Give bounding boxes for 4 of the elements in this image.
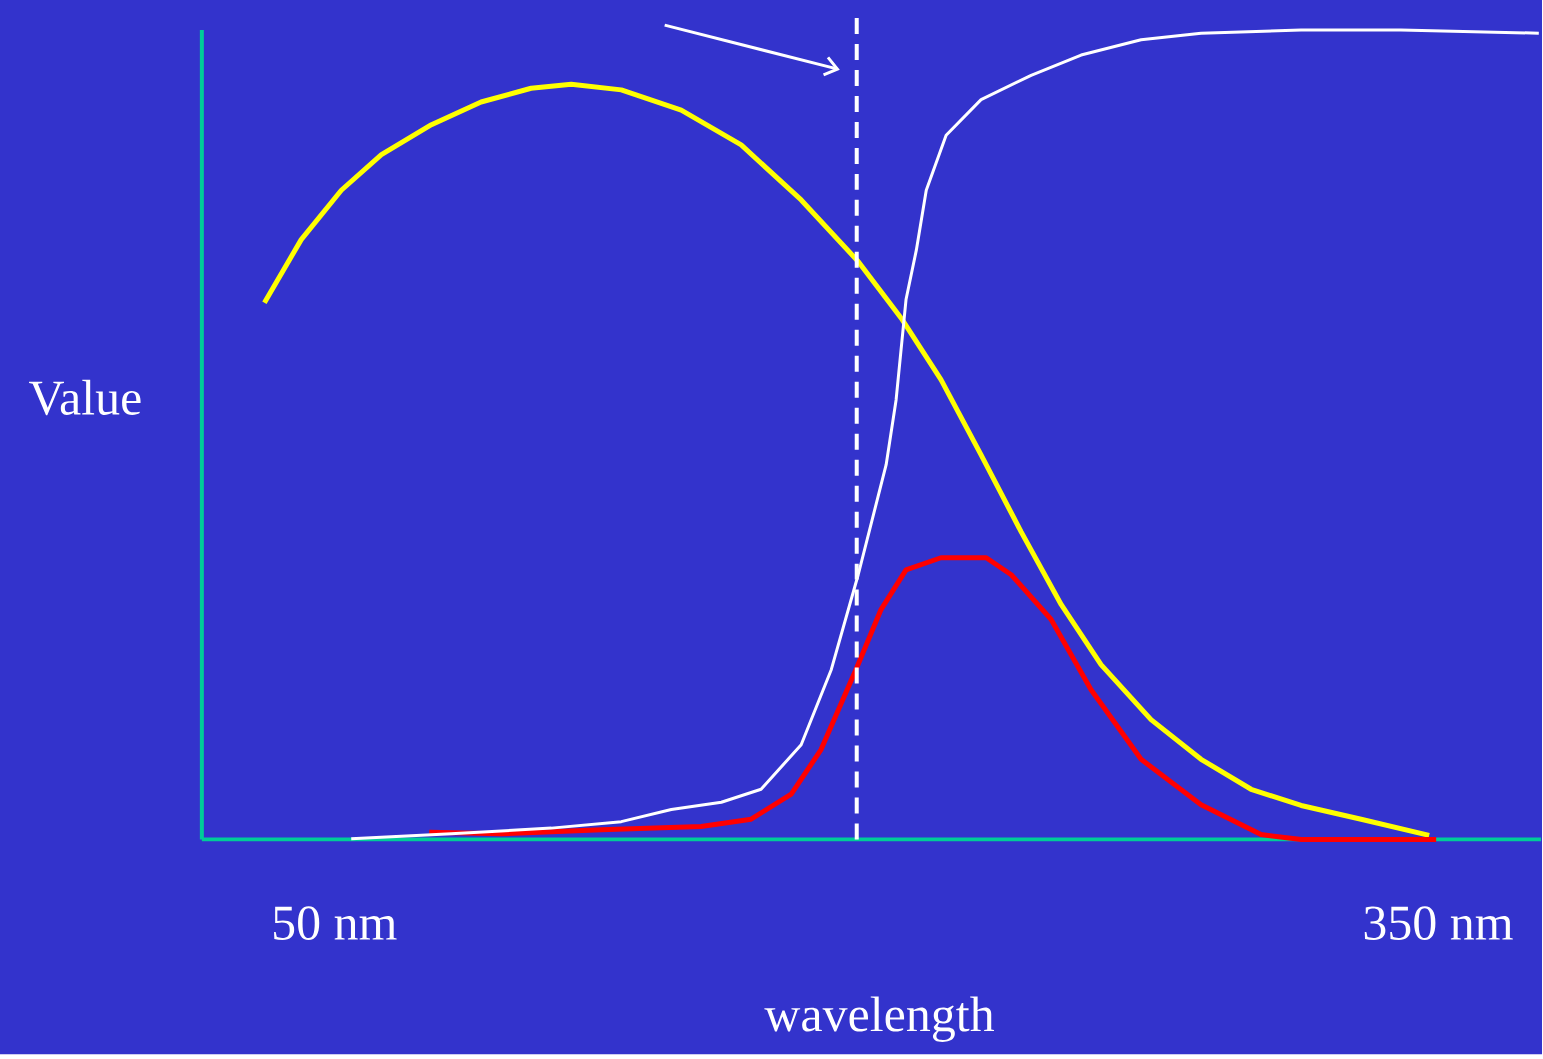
y-axis-title: Value: [29, 379, 141, 416]
x-axis-title: wavelength: [764, 996, 994, 1043]
x-tick-label: 50 nm: [274, 906, 397, 941]
x-tick-label: 350 nm: [1364, 906, 1513, 941]
